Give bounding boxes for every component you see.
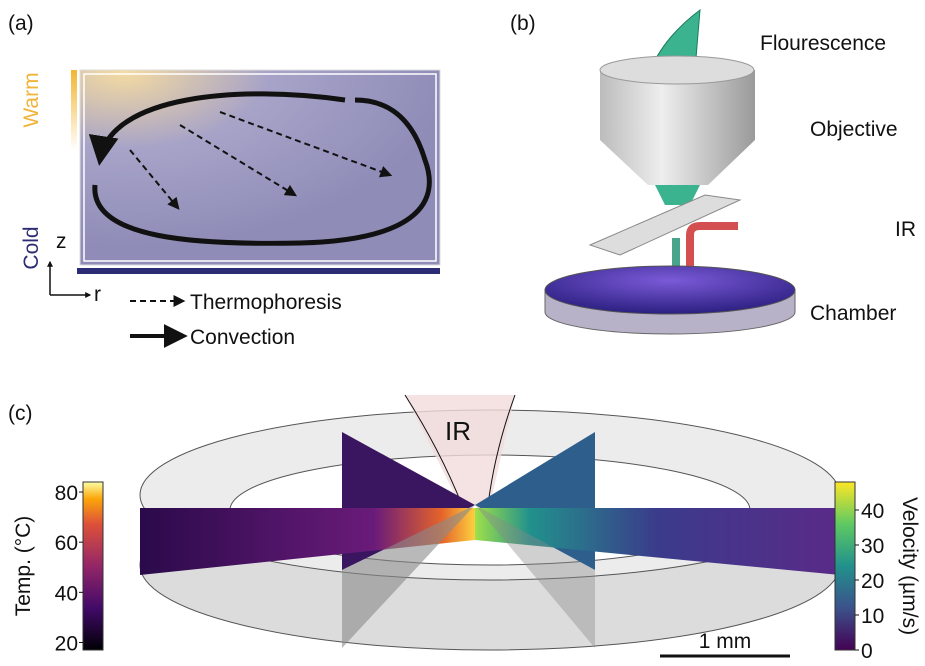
legend-label: Thermophoresis <box>190 291 342 314</box>
temperature-colorbar <box>83 482 103 650</box>
part-label: Objective <box>810 118 898 141</box>
part-label: Flourescence <box>760 32 886 55</box>
cold-label: Cold <box>20 226 43 269</box>
figure: (a) Warm Cold z r Thermophoresis Convect… <box>0 0 925 666</box>
temperature-title: Temp. (°C) <box>12 516 35 617</box>
tick-label: 30 <box>861 535 884 558</box>
scale-label: 1 mm <box>699 630 752 653</box>
chamber-top <box>545 266 795 314</box>
tick-label: 20 <box>861 570 884 593</box>
objective-top <box>600 56 754 84</box>
objective-cone <box>600 140 755 185</box>
temperature-ticks: 80 60 40 20 <box>55 482 83 655</box>
z-label: z <box>56 230 67 253</box>
panel-a: (a) Warm Cold z r Thermophoresis Convect… <box>8 12 440 349</box>
velocity-ticks: 40 30 20 10 0 <box>855 500 884 663</box>
panel-label: (a) <box>8 12 34 35</box>
warm-bar <box>71 70 77 150</box>
tick-label: 60 <box>55 532 78 555</box>
velocity-colorbar <box>835 482 855 650</box>
panel-label: (c) <box>8 402 33 425</box>
tick-label: 0 <box>861 640 873 663</box>
warm-label: Warm <box>20 72 43 127</box>
tick-label: 10 <box>861 605 884 628</box>
panel-label: (b) <box>510 12 536 35</box>
tick-label: 80 <box>55 482 78 505</box>
temperature-field <box>80 70 440 265</box>
tick-label: 40 <box>861 500 884 523</box>
cold-bar <box>77 268 440 274</box>
ir-label: IR <box>445 416 471 446</box>
part-label: IR <box>895 218 916 241</box>
tick-label: 40 <box>55 582 78 605</box>
tick-label: 20 <box>55 632 78 655</box>
velocity-title: Velocity (µm/s) <box>898 497 921 635</box>
panel-b: (b) Flourescence Objective IR Chamber <box>510 10 916 334</box>
r-label: r <box>94 283 101 306</box>
part-label: Chamber <box>810 302 896 325</box>
panel-c: (c) IR 1 mm Temp. (°C) Velocity (µm/s) 8… <box>8 395 921 663</box>
legend-label: Convection <box>190 326 295 349</box>
